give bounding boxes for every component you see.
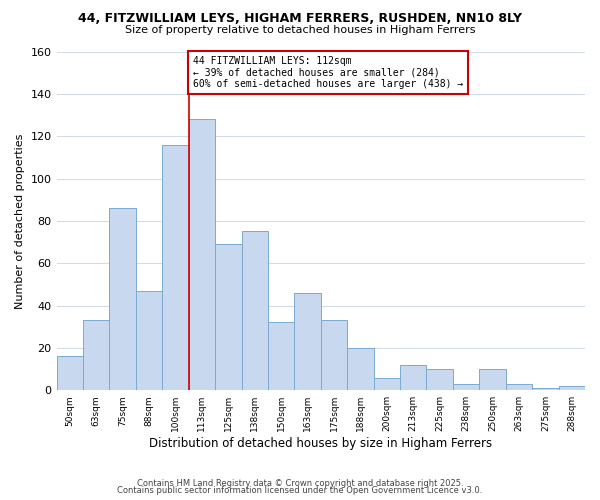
Bar	[56, 356, 83, 390]
Text: 44 FITZWILLIAM LEYS: 112sqm
← 39% of detached houses are smaller (284)
60% of se: 44 FITZWILLIAM LEYS: 112sqm ← 39% of det…	[193, 56, 463, 89]
Bar	[559, 386, 585, 390]
Bar	[136, 290, 162, 390]
Bar	[479, 369, 506, 390]
Bar	[268, 322, 295, 390]
Bar	[347, 348, 374, 390]
X-axis label: Distribution of detached houses by size in Higham Ferrers: Distribution of detached houses by size …	[149, 437, 493, 450]
Bar	[532, 388, 559, 390]
Text: Size of property relative to detached houses in Higham Ferrers: Size of property relative to detached ho…	[125, 25, 475, 35]
Text: Contains HM Land Registry data © Crown copyright and database right 2025.: Contains HM Land Registry data © Crown c…	[137, 478, 463, 488]
Bar	[83, 320, 109, 390]
Bar	[400, 365, 427, 390]
Bar	[215, 244, 242, 390]
Bar	[295, 293, 321, 390]
Bar	[374, 378, 400, 390]
Bar	[188, 119, 215, 390]
Bar	[242, 232, 268, 390]
Bar	[427, 369, 453, 390]
Bar	[506, 384, 532, 390]
Bar	[109, 208, 136, 390]
Y-axis label: Number of detached properties: Number of detached properties	[15, 133, 25, 308]
Text: Contains public sector information licensed under the Open Government Licence v3: Contains public sector information licen…	[118, 486, 482, 495]
Bar	[453, 384, 479, 390]
Text: 44, FITZWILLIAM LEYS, HIGHAM FERRERS, RUSHDEN, NN10 8LY: 44, FITZWILLIAM LEYS, HIGHAM FERRERS, RU…	[78, 12, 522, 26]
Bar	[321, 320, 347, 390]
Bar	[162, 144, 188, 390]
